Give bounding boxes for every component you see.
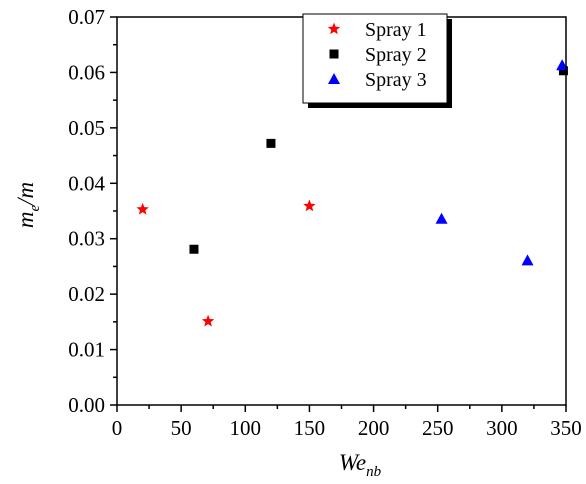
data-point-series-1 xyxy=(136,202,149,215)
y-tick-label: 0.02 xyxy=(68,282,105,306)
legend-label-1: Spray 1 xyxy=(365,19,427,41)
data-point-series-2 xyxy=(266,138,276,148)
points-layer xyxy=(136,59,569,327)
legend-box xyxy=(302,13,448,104)
data-point-series-1 xyxy=(201,314,215,327)
y-tick-label: 0.00 xyxy=(68,393,105,417)
y-axis-label-main: m xyxy=(13,212,38,229)
x-axis-label: Wenb xyxy=(339,450,382,480)
y-tick-label: 0.04 xyxy=(68,171,105,195)
y-tick-label: 0.05 xyxy=(68,116,105,140)
x-tick-label: 250 xyxy=(422,416,454,440)
data-point-series-3 xyxy=(521,254,534,266)
y-axis-label-rest: /m xyxy=(13,182,38,207)
data-point-series-2 xyxy=(189,244,199,254)
x-tick-label: 0 xyxy=(112,416,123,440)
x-axis-label-main: We xyxy=(339,450,366,475)
data-point-series-2 xyxy=(558,66,568,76)
x-tick-label: 100 xyxy=(230,416,262,440)
data-point-series-1 xyxy=(303,199,316,212)
data-point-series-3 xyxy=(435,212,448,224)
legend-marker-1 xyxy=(327,22,341,35)
y-axis-label: me/m xyxy=(13,182,43,228)
legend: Spray 1 Spray 2 Spray 3 xyxy=(302,13,452,108)
x-tick-label: 200 xyxy=(358,416,390,440)
y-tick-label: 0.03 xyxy=(68,227,105,251)
y-tick-label: 0.06 xyxy=(68,60,105,84)
x-tick-label: 300 xyxy=(486,416,518,440)
x-tick-label: 50 xyxy=(171,416,192,440)
ticks-layer: 0 50 100 150 200 250 300 350 0.00 0.01 0.02 0.03 0.0… xyxy=(68,5,582,440)
x-tick-label: 350 xyxy=(550,416,582,440)
legend-label-2: Spray 2 xyxy=(365,44,427,66)
data-point-series-3 xyxy=(556,59,569,71)
legend-marker-3 xyxy=(328,73,340,84)
legend-label-3: Spray 3 xyxy=(365,69,427,91)
y-axis-label-sub: e xyxy=(27,205,43,212)
x-tick-label: 150 xyxy=(294,416,326,440)
y-tick-label: 0.07 xyxy=(68,5,105,29)
x-axis-label-sub: nb xyxy=(366,464,382,480)
legend-marker-2 xyxy=(329,49,339,59)
y-tick-label: 0.01 xyxy=(68,338,105,362)
